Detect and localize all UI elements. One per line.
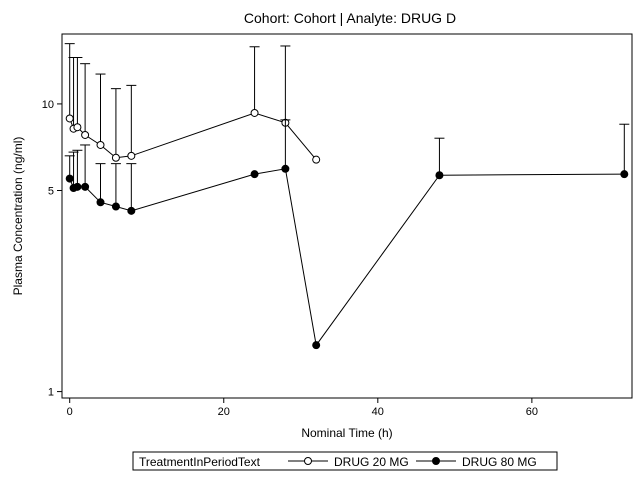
legend-marker	[432, 457, 440, 465]
data-point	[111, 153, 120, 162]
x-tick-label: 0	[67, 406, 73, 418]
legend: TreatmentInPeriodText DRUG 20 MG DRUG 80 …	[132, 451, 558, 471]
x-axis: 0 20 40 60	[67, 398, 538, 418]
data-point	[312, 341, 321, 350]
data-point	[250, 170, 259, 179]
data-point	[73, 182, 82, 191]
legend-box	[132, 451, 558, 471]
x-tick-label: 40	[372, 406, 384, 418]
data-point	[65, 114, 74, 123]
data-point	[81, 182, 90, 191]
legend-label: DRUG 20 MG	[334, 455, 409, 469]
data-point	[127, 151, 136, 160]
data-point	[65, 174, 74, 183]
y-tick-label: 10	[42, 99, 54, 111]
data-point	[281, 164, 290, 173]
data-point	[73, 123, 82, 132]
data-point	[111, 202, 120, 211]
series-1	[64, 43, 321, 164]
data-point	[435, 171, 444, 180]
x-tick-label: 60	[526, 406, 538, 418]
legend-item: DRUG 80 MG	[416, 455, 537, 469]
data-point	[250, 108, 259, 117]
legend-marker	[304, 457, 312, 465]
data-point	[127, 206, 136, 215]
y-axis-label: Plasma Concentration (ng/ml)	[11, 137, 25, 296]
legend-items: DRUG 20 MG DRUG 80 MG	[288, 455, 537, 469]
series-layer	[64, 43, 630, 350]
plot-frame	[61, 33, 633, 399]
series-2	[64, 119, 630, 350]
data-point	[81, 130, 90, 139]
series-line	[69, 112, 317, 161]
legend-label: DRUG 80 MG	[462, 455, 537, 469]
x-tick-label: 20	[218, 406, 230, 418]
legend-title: TreatmentInPeriodText	[139, 455, 261, 469]
chart-title: Cohort: Cohort | Analyte: DRUG D	[244, 10, 456, 26]
x-axis-label: Nominal Time (h)	[301, 426, 392, 440]
legend-item: DRUG 20 MG	[288, 455, 409, 469]
data-point	[96, 140, 105, 149]
y-tick-label: 1	[48, 387, 54, 399]
data-point	[96, 198, 105, 207]
data-point	[620, 170, 629, 179]
data-point	[312, 155, 321, 164]
series-line	[69, 168, 625, 347]
y-tick-label: 5	[48, 186, 54, 198]
